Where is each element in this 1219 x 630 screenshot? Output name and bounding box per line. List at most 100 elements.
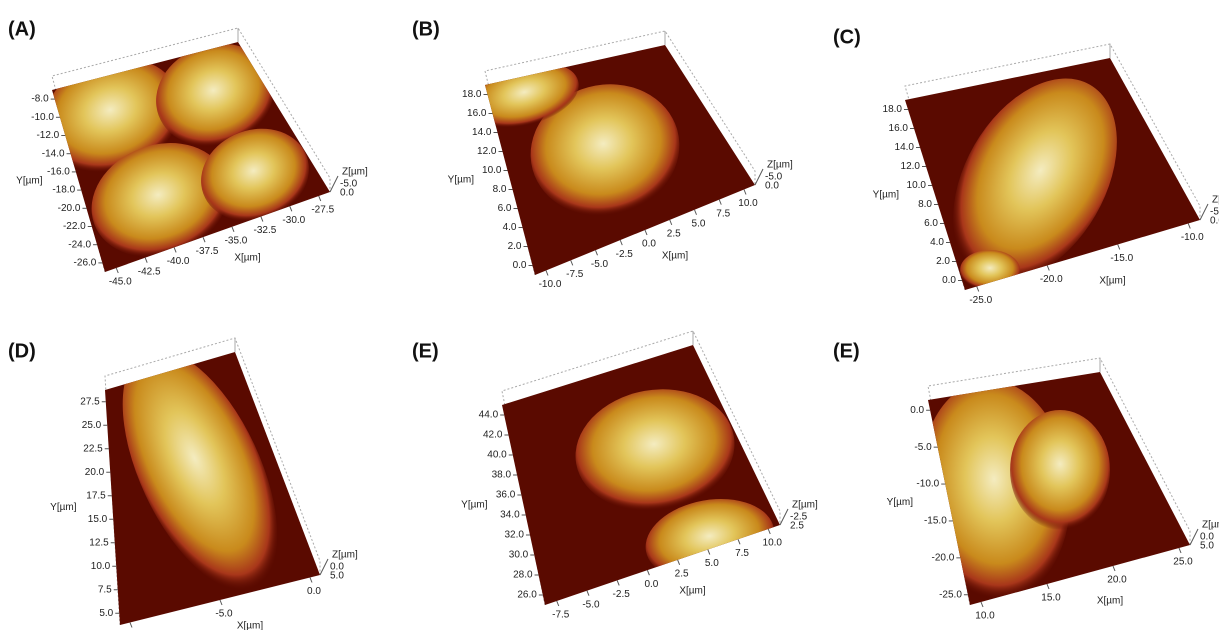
x-tick [130, 623, 132, 628]
y-axis-label: Y[µm] [461, 500, 488, 511]
x-tick [290, 206, 292, 211]
y-tick-label: -24.0 [68, 239, 91, 250]
x-tick [1188, 224, 1190, 229]
y-tick-label: -25.0 [939, 589, 962, 600]
x-tick-label: -25.0 [969, 295, 992, 306]
y-axis-label: Y[µm] [50, 502, 77, 513]
figure: (A)-8.0-10.0-12.0-14.0-16.0-18.0-20.0-22… [0, 0, 1219, 630]
y-tick-label: 8.0 [493, 184, 507, 195]
y-tick-label: 2.0 [936, 256, 950, 267]
x-tick [708, 550, 710, 555]
panel-label: (A) [8, 18, 36, 40]
afm-panel: (B)18.016.014.012.010.08.06.04.02.00.0Y[… [412, 18, 793, 290]
x-tick [203, 237, 205, 242]
x-tick-label: -20.0 [1040, 274, 1063, 285]
x-tick [310, 578, 312, 583]
x-tick-label: 0.0 [644, 579, 658, 590]
z-axis-label: Z[µm] [767, 160, 793, 171]
x-tick-label: -27.5 [311, 205, 334, 216]
x-tick-label: 10.0 [975, 611, 995, 622]
x-tick-label: -40.0 [167, 256, 190, 267]
y-tick-label: 40.0 [487, 450, 507, 461]
x-tick [695, 210, 697, 215]
x-tick [319, 196, 321, 201]
y-tick-label: -20.0 [58, 203, 81, 214]
x-tick-label: -7.5 [566, 269, 584, 280]
y-tick-label: 44.0 [479, 410, 499, 421]
z-axis [330, 176, 338, 192]
x-tick [719, 200, 721, 205]
y-tick-label: -10.0 [916, 479, 939, 490]
x-tick [670, 220, 672, 225]
y-tick-label: -18.0 [52, 185, 75, 196]
x-tick-label: 10.0 [763, 538, 783, 549]
panel-label: (E) [833, 340, 860, 362]
x-tick-label: -10.0 [1181, 232, 1204, 243]
y-tick-label: 10.0 [907, 180, 927, 191]
y-axis-label: Y[µm] [873, 190, 900, 201]
y-tick-label: 0.0 [910, 405, 924, 416]
x-tick-label: -30.0 [282, 215, 305, 226]
y-tick-label: 4.0 [930, 237, 944, 248]
y-tick-label: -5.0 [914, 442, 932, 453]
x-tick [678, 560, 680, 565]
y-tick-label: 32.0 [504, 530, 524, 541]
z-axis [1190, 529, 1198, 545]
x-tick-label: -7.5 [552, 610, 570, 621]
panel-label: (E) [412, 340, 439, 362]
y-tick-label: 0.0 [942, 275, 956, 286]
x-tick [596, 250, 598, 255]
x-tick [647, 570, 649, 575]
x-tick [1118, 245, 1120, 250]
x-tick [261, 217, 263, 222]
afm-panel: (E)0.0-5.0-10.0-15.0-20.0-25.0Y[µm]10.01… [833, 340, 1219, 621]
y-tick-label: 28.0 [513, 570, 533, 581]
y-tick-label: 38.0 [492, 470, 512, 481]
z-tick-label: 0.0 [765, 181, 779, 192]
y-tick-label: 10.0 [91, 561, 111, 572]
z-axis-label: Z[µm] [342, 167, 368, 178]
z-axis-label: Z[µm] [332, 550, 358, 561]
x-tick-label: 5.0 [692, 218, 706, 229]
x-tick [174, 247, 176, 252]
x-tick [1047, 266, 1049, 271]
x-tick-label: 0.0 [642, 239, 656, 250]
y-tick-label: -22.0 [63, 221, 86, 232]
y-tick-label: -16.0 [47, 167, 70, 178]
y-tick-label: 25.0 [82, 420, 102, 431]
cell [960, 250, 1020, 290]
panel-label: (C) [833, 26, 861, 48]
y-tick-label: 30.0 [509, 550, 529, 561]
y-tick-label: -26.0 [74, 258, 97, 269]
x-axis-label: X[µm] [1099, 276, 1126, 287]
x-tick-label: 20.0 [1107, 575, 1127, 586]
x-tick-label: -45.0 [109, 277, 132, 288]
x-tick-label: 5.0 [705, 558, 719, 569]
cell [1010, 410, 1110, 530]
y-tick-label: -8.0 [31, 94, 49, 105]
y-tick-label: 18.0 [883, 104, 903, 115]
x-tick [617, 580, 619, 585]
y-tick-label: 16.0 [467, 108, 487, 119]
y-tick-label: 5.0 [99, 608, 113, 619]
y-tick-label: -15.0 [924, 516, 947, 527]
x-tick [557, 601, 559, 606]
x-tick [145, 258, 147, 263]
panel-label: (B) [412, 18, 440, 40]
x-tick [1179, 548, 1181, 553]
x-tick [620, 240, 622, 245]
y-tick-label: 2.0 [508, 241, 522, 252]
y-axis-label: Y[µm] [448, 175, 475, 186]
x-tick-label: -5.0 [215, 609, 233, 620]
z-axis [1200, 204, 1208, 220]
y-tick-label: 4.0 [503, 222, 517, 233]
y-tick-label: 42.0 [483, 430, 503, 441]
y-tick-label: 8.0 [918, 199, 932, 210]
x-axis-label: X[µm] [234, 253, 261, 264]
z-tick-label: 5.0 [1200, 541, 1214, 552]
x-tick [232, 227, 234, 232]
z-axis-label: Z[µm] [1212, 195, 1219, 206]
y-tick-label: 12.0 [477, 146, 497, 157]
x-tick-label: 10.0 [738, 198, 758, 209]
y-tick-label: 7.5 [98, 584, 112, 595]
